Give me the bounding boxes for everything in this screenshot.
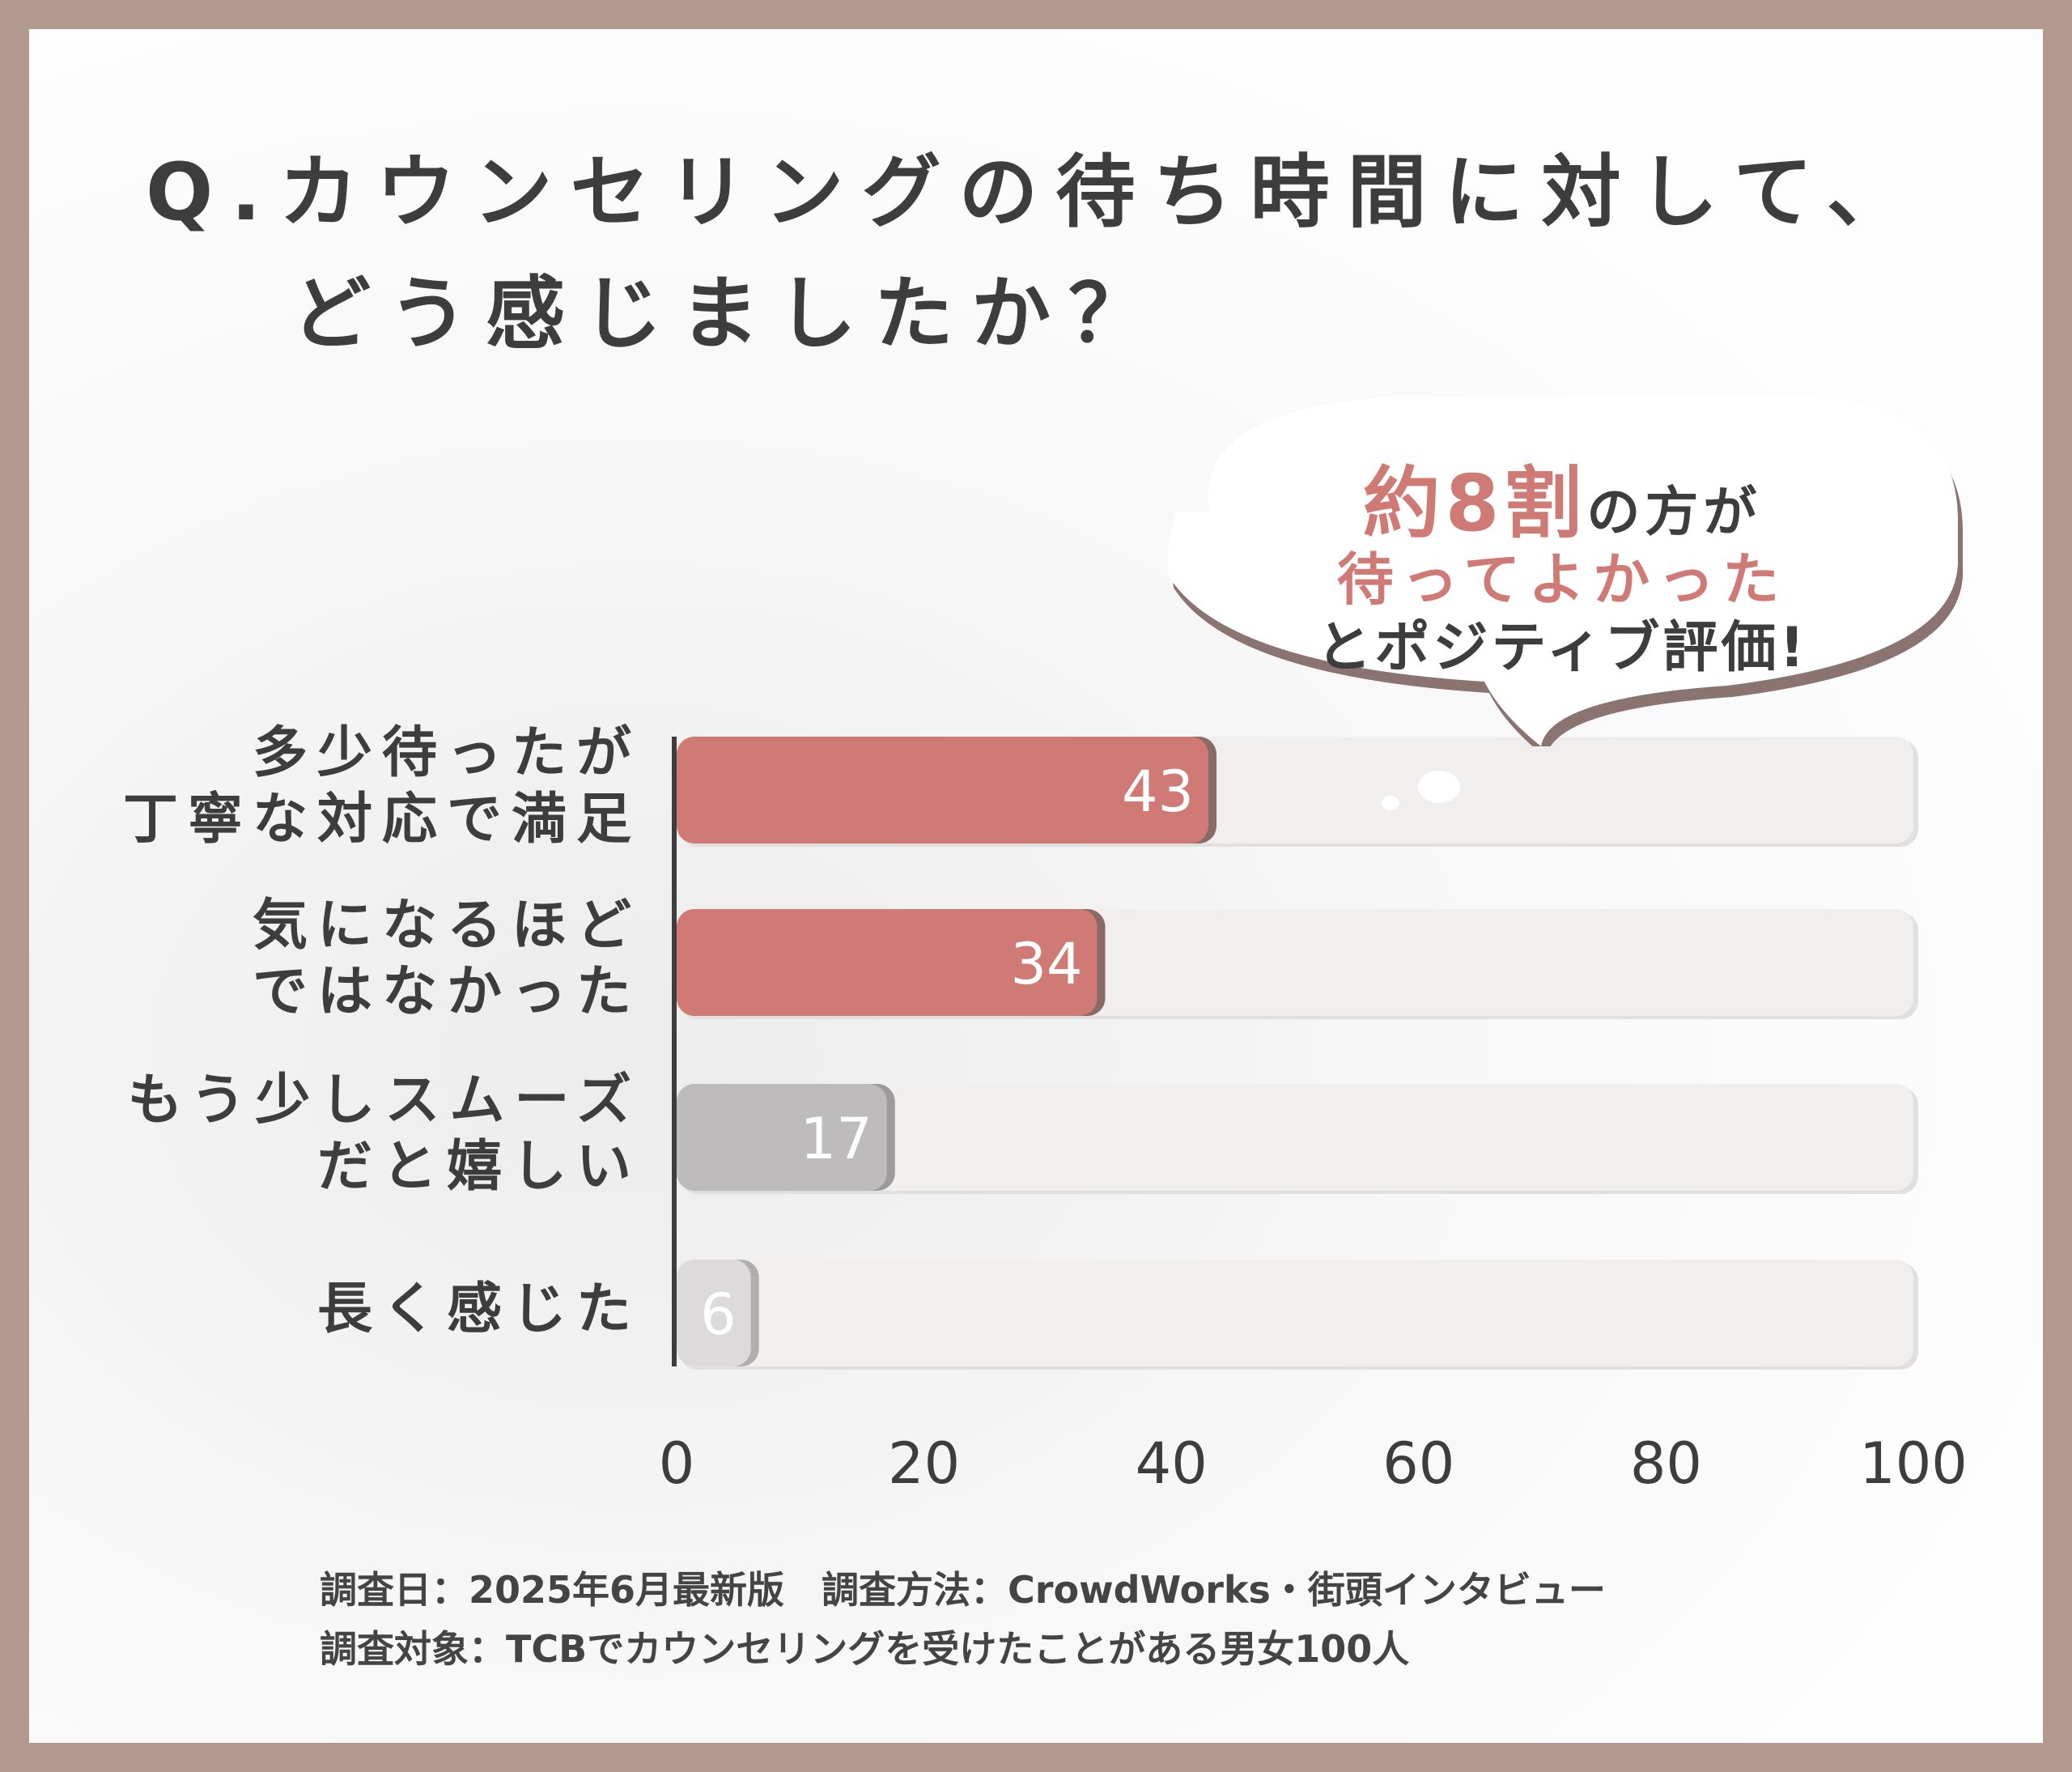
y-axis-line: [672, 737, 677, 1366]
category-label: 長く感じた: [317, 1277, 641, 1343]
category-label-line: 気になるほど: [252, 894, 641, 958]
title-line-2: どう感じましたか？: [291, 268, 1166, 360]
bar: [677, 1084, 887, 1191]
bar-value-label: 6: [700, 1281, 737, 1348]
footer-survey-info: 調査日：2025年6月最新版 調査方法：CrowdWorks・街頭インタビュー: [320, 1568, 1606, 1612]
x-tick-label: 100: [1859, 1430, 1968, 1497]
category-label-line: 丁寧な対応で満足: [122, 788, 641, 852]
x-tick-label: 0: [659, 1430, 695, 1497]
x-tick-label: 20: [888, 1430, 960, 1497]
category-label-line: 長く感じた: [316, 1277, 641, 1341]
bar-track: [677, 1084, 1913, 1191]
callout-line-3: とポジティブ評価!: [1316, 616, 1808, 680]
callout-bubble: 約8割の方が 待ってよかった とポジティブ評価!: [1161, 390, 1964, 746]
category-label-line: もう少しスムーズ: [127, 1069, 641, 1132]
category-label-line: だと嬉しい: [316, 1135, 641, 1199]
title-line-1: Q.カウンセリングの待ち時間に対して、: [146, 147, 1924, 239]
callout-line-2: 待ってよかった: [1336, 546, 1788, 613]
category-label: 多少待ったが 丁寧な対応で満足: [123, 720, 641, 853]
x-tick-label: 80: [1630, 1430, 1702, 1497]
bar-value-label: 17: [800, 1106, 873, 1172]
category-label: もう少しスムーズ だと嬉しい: [127, 1068, 641, 1200]
footer-survey-target: 調査対象：TCBでカウンセリングを受けたことがある男女100人: [320, 1627, 1410, 1671]
category-label-line: 多少待ったが: [252, 721, 641, 785]
bar: [677, 909, 1098, 1016]
decor-dot: [1418, 771, 1460, 803]
bar-value-label: 34: [1010, 931, 1082, 997]
decor-dot: [1382, 796, 1399, 810]
callout-line-1: 約8割の方が: [1362, 458, 1762, 549]
bar: [677, 1260, 751, 1366]
bar: [677, 737, 1209, 844]
infographic-card: [29, 29, 2043, 1743]
bar-track: [677, 1260, 1913, 1366]
bar-value-label: 43: [1122, 759, 1194, 825]
x-tick-label: 60: [1382, 1430, 1454, 1497]
category-label: 気になるほど ではなかった: [253, 893, 641, 1026]
category-label-line: ではなかった: [252, 960, 641, 1024]
x-tick-label: 40: [1136, 1430, 1208, 1497]
speech-bubble-shape: [1167, 397, 1963, 746]
